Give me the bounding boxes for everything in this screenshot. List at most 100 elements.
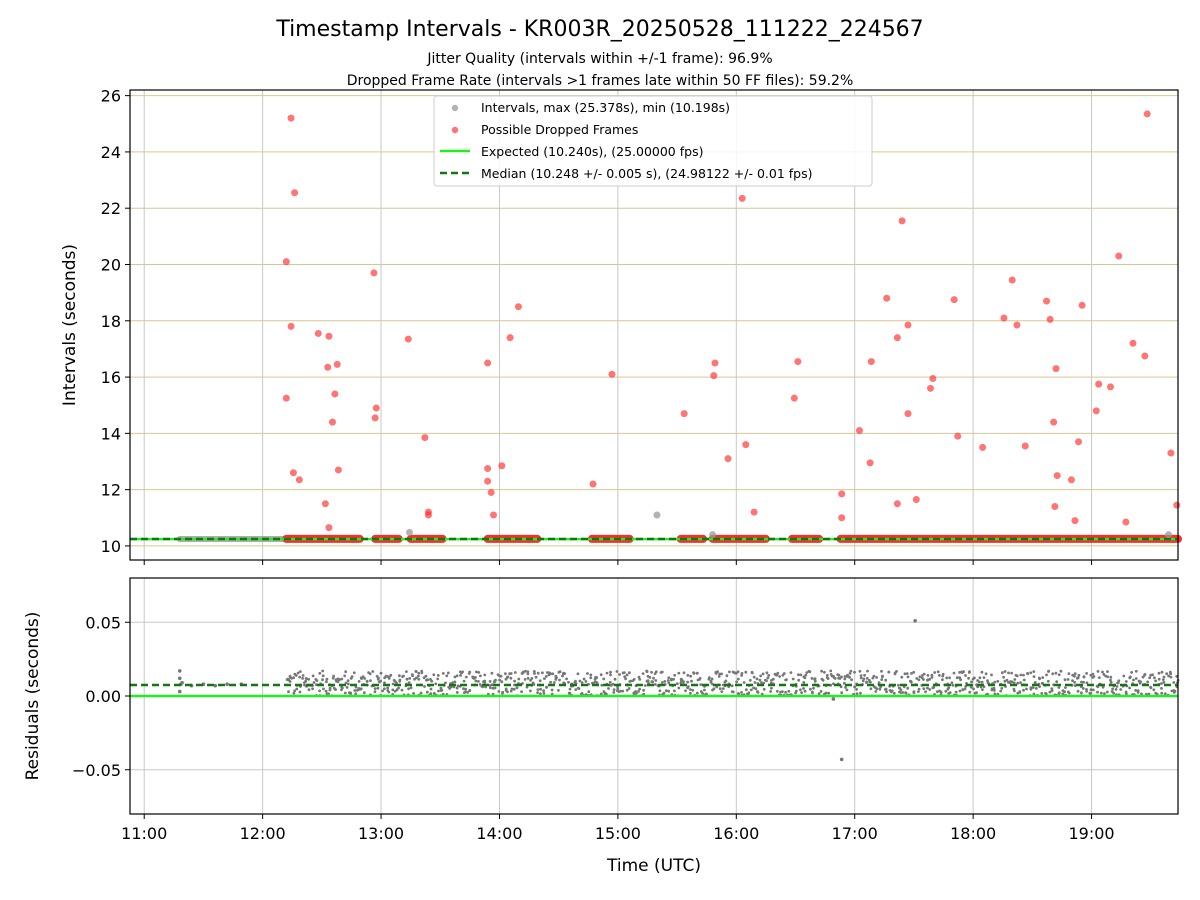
- residual-point: [437, 689, 440, 693]
- residual-point: [740, 674, 743, 677]
- residuals-y-tick-label: 0.00: [85, 687, 121, 706]
- residual-point: [1106, 670, 1109, 673]
- residual-point: [542, 689, 545, 693]
- residual-point: [624, 677, 627, 681]
- residual-point: [607, 687, 610, 690]
- residual-point: [930, 676, 934, 679]
- residual-point: [429, 678, 432, 681]
- residual-point: [1091, 676, 1095, 679]
- residual-point: [336, 680, 340, 684]
- residual-point: [1117, 679, 1121, 683]
- residual-point: [577, 687, 581, 690]
- residual-point: [936, 690, 939, 694]
- residual-point: [715, 685, 719, 689]
- dropped-frame-point: [404, 335, 412, 343]
- residual-point: [611, 682, 615, 686]
- residual-point: [520, 690, 523, 694]
- residual-point: [984, 672, 988, 676]
- residual-point: [493, 686, 497, 690]
- residual-point: [294, 674, 298, 677]
- dropped-frame-point: [954, 432, 962, 440]
- residual-point: [288, 674, 292, 678]
- dropped-frame-point: [287, 322, 295, 330]
- residual-point: [1173, 689, 1177, 693]
- residual-point: [497, 690, 501, 693]
- residual-point: [646, 674, 650, 678]
- residual-point: [1073, 681, 1077, 684]
- residual-point: [820, 677, 824, 681]
- dropped-frame-point: [724, 455, 732, 463]
- dropped-frame-point: [893, 334, 901, 342]
- residual-point: [999, 689, 1003, 693]
- residual-point: [474, 679, 478, 683]
- residual-point: [471, 675, 475, 679]
- residual-point: [360, 677, 363, 680]
- residual-point: [483, 673, 487, 677]
- residual-point: [696, 671, 699, 675]
- residual-point: [951, 683, 955, 687]
- residual-point: [286, 677, 290, 681]
- residual-point: [453, 675, 457, 679]
- residual-point: [843, 675, 847, 678]
- x-tick-label: 15:00: [595, 824, 641, 843]
- dropped-frame-point: [1173, 501, 1181, 509]
- residual-point: [475, 670, 478, 674]
- legend-label-median: Median (10.248 +/- 0.005 s), (24.98122 +…: [481, 166, 812, 181]
- residual-point: [884, 678, 888, 682]
- dropped-frame-point: [295, 476, 303, 484]
- residual-point: [1058, 691, 1061, 695]
- residual-point: [754, 687, 758, 691]
- dropped-frame-point: [710, 372, 718, 380]
- residual-point: [1057, 686, 1061, 689]
- residual-point: [608, 680, 612, 684]
- residual-point: [1050, 689, 1054, 693]
- residual-point: [613, 677, 617, 681]
- residual-point: [825, 673, 829, 677]
- residual-point: [349, 677, 353, 680]
- residual-point: [461, 670, 464, 674]
- residual-point: [752, 686, 755, 690]
- residual-point: [1154, 679, 1157, 683]
- residual-point: [861, 679, 865, 683]
- dropped-frame-point: [333, 360, 341, 368]
- residual-point: [993, 689, 996, 692]
- residual-point: [1057, 673, 1061, 677]
- residual-point: [1022, 688, 1025, 692]
- residual-point: [567, 680, 570, 684]
- residual-point: [877, 681, 881, 684]
- residual-point: [675, 682, 679, 686]
- residual-point: [1169, 675, 1173, 679]
- residual-point: [346, 682, 350, 686]
- residual-point: [961, 688, 965, 692]
- intervals-y-tick-label: 26: [101, 87, 121, 106]
- residual-point: [1172, 681, 1176, 684]
- residual-point: [599, 692, 603, 696]
- residual-point: [567, 691, 571, 695]
- residual-point: [770, 686, 773, 690]
- residual-point: [1128, 686, 1131, 690]
- residual-point: [710, 677, 714, 681]
- residual-point: [794, 689, 798, 693]
- residual-point: [735, 680, 738, 684]
- residual-point: [452, 685, 456, 689]
- residual-point: [377, 680, 381, 684]
- residual-point: [405, 670, 408, 673]
- residual-point: [781, 690, 784, 693]
- residual-point: [1099, 691, 1103, 695]
- intervals-y-label: Intervals (seconds): [60, 244, 80, 406]
- residual-point: [755, 677, 759, 681]
- residual-point: [947, 686, 951, 689]
- residual-point: [1073, 672, 1077, 676]
- dropped-frame-point: [421, 434, 429, 442]
- residual-point: [812, 686, 815, 690]
- residual-point: [522, 670, 525, 674]
- dropped-frame-point: [904, 410, 912, 418]
- residual-point: [749, 688, 753, 692]
- residual-point: [711, 688, 714, 692]
- residual-point: [391, 688, 395, 692]
- residual-point: [462, 687, 465, 691]
- dropped-frame-point: [372, 404, 380, 412]
- residual-point: [958, 676, 962, 680]
- residual-point: [692, 671, 695, 674]
- intervals-marks: [130, 110, 1182, 543]
